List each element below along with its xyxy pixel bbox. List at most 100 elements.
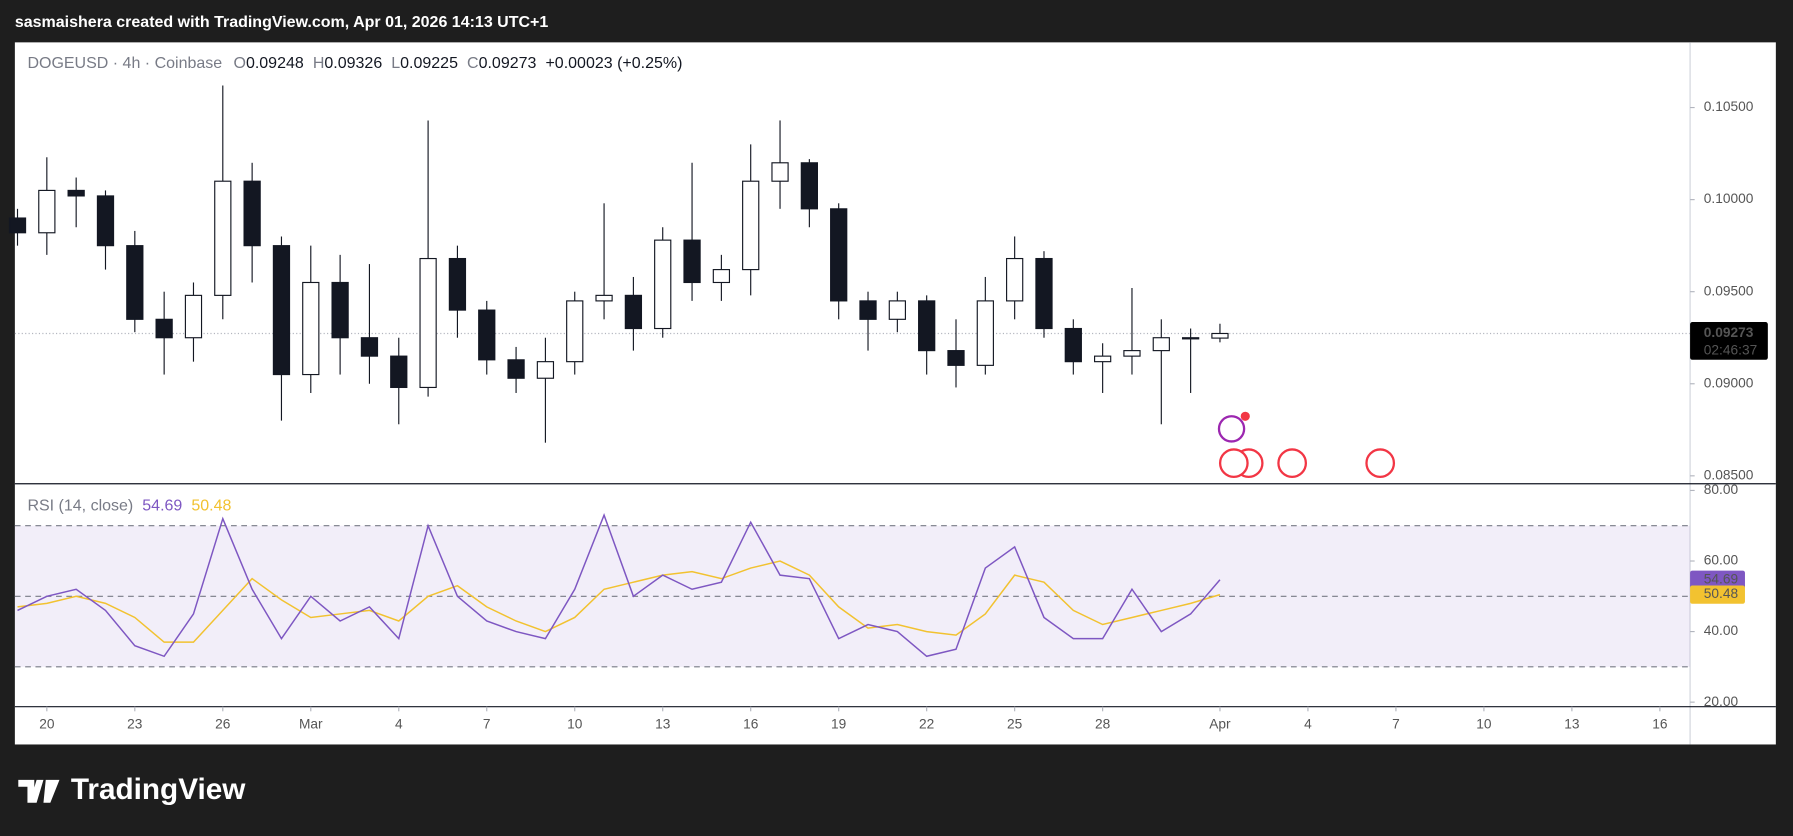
- x-tick-label: 13: [655, 717, 671, 732]
- us-event[interactable]: [1277, 448, 1308, 479]
- candle-body: [624, 294, 643, 330]
- x-tick-label: Mar: [299, 717, 323, 732]
- last-price-label: 0.09273: [1704, 325, 1754, 340]
- candle-body: [96, 195, 115, 247]
- candle-body: [888, 300, 906, 320]
- x-tick-label: 20: [39, 717, 55, 732]
- o-label: O: [233, 55, 245, 72]
- high-value: 0.09326: [324, 55, 382, 72]
- x-tick-label: Apr: [1209, 717, 1231, 732]
- candle-body: [1035, 257, 1053, 330]
- x-tick-label: 19: [831, 717, 846, 732]
- c-label: C: [467, 55, 479, 72]
- candle-body: [830, 208, 848, 302]
- close-value: 0.09273: [479, 55, 537, 72]
- y-tick-label: 0.09500: [1704, 283, 1754, 298]
- logo-mark: [18, 779, 60, 803]
- x-tick-label: 22: [919, 717, 934, 732]
- candle-body: [478, 309, 496, 361]
- candle-body: [302, 281, 320, 376]
- value-box-label: 54.69: [1704, 571, 1738, 586]
- x-tick-label: 7: [483, 717, 491, 732]
- x-tick-label: 4: [395, 717, 403, 732]
- x-tick-label: 10: [1476, 717, 1492, 732]
- candle-body: [947, 350, 965, 366]
- plot-layer: 20 23 26 Mar 4 7 10 13 16 19 22 25 28 Apr 4 7 10 13 16 0.08…: [8, 85, 1768, 732]
- x-tick-label: 16: [743, 717, 759, 732]
- x-tick-label: 26: [215, 717, 231, 732]
- x-tick-label: 4: [1304, 717, 1312, 732]
- candle-body: [712, 269, 731, 284]
- candle-body: [1094, 355, 1112, 363]
- candle-body: [272, 245, 291, 376]
- x-tick-label: 7: [1392, 717, 1400, 732]
- candle-body: [243, 180, 261, 247]
- change: +0.00023 (+0.25%): [545, 55, 682, 72]
- y-tick-label: 40.00: [1704, 623, 1739, 638]
- y-tick-label: 0.09000: [1704, 375, 1754, 390]
- us-event[interactable]: [1365, 448, 1396, 479]
- candle-body: [448, 257, 467, 311]
- y-tick-label: 60.00: [1704, 553, 1739, 568]
- candle-body: [654, 239, 672, 330]
- x-tick-label: 13: [1564, 717, 1580, 732]
- candle-body: [214, 180, 232, 296]
- candle-body: [1181, 337, 1200, 340]
- low-value: 0.09225: [400, 55, 458, 72]
- open-value: 0.09248: [246, 55, 304, 72]
- y-tick-label: 20.00: [1704, 694, 1739, 709]
- symbol: DOGEUSD · 4h · Coinbase: [27, 55, 222, 72]
- x-tick-label: 16: [1652, 717, 1668, 732]
- candle-body: [8, 217, 27, 234]
- x-tick-label: 23: [127, 717, 143, 732]
- candle-body: [976, 300, 994, 366]
- rsi-line: [17, 513, 1221, 658]
- candle-body: [771, 162, 789, 182]
- candle-body: [507, 359, 525, 379]
- footer-logo: TradingView: [71, 773, 246, 806]
- rsi-ma-value: 50.48: [191, 498, 231, 515]
- y-tick-label: 0.10500: [1704, 99, 1754, 114]
- candle-body: [595, 294, 613, 302]
- candle-body: [800, 162, 819, 210]
- event-icons[interactable]: [1217, 411, 1396, 479]
- candle-body: [1123, 350, 1141, 357]
- candle-body: [67, 189, 85, 197]
- last-price-box: [1690, 322, 1768, 360]
- candle-body: [566, 300, 584, 363]
- candle-body: [918, 300, 936, 352]
- header-title: sasmaishera created with TradingView.com…: [15, 14, 549, 31]
- candle-body: [126, 245, 144, 320]
- candle-body: [536, 361, 555, 379]
- candle-body: [38, 189, 56, 234]
- x-tick-label: 10: [567, 717, 583, 732]
- event-badge: [1240, 411, 1250, 421]
- chart-area: [14, 42, 1776, 745]
- y-tick-label: 0.08500: [1704, 467, 1754, 482]
- symbol-legend: DOGEUSD · 4h · Coinbase O0.09248 H0.0932…: [27, 55, 682, 72]
- us-event[interactable]: [1218, 448, 1249, 479]
- y-tick-label: 80.00: [1704, 482, 1739, 497]
- rsi-line: [17, 560, 1221, 643]
- rsi-title: RSI (14, close): [27, 498, 133, 515]
- candle-body: [1152, 337, 1170, 352]
- candle-body: [419, 257, 437, 389]
- value-box: [1690, 570, 1745, 589]
- value-box: [1690, 585, 1745, 604]
- candle-body: [1006, 257, 1024, 302]
- candle-body: [1064, 327, 1082, 363]
- l-label: L: [391, 55, 400, 72]
- rsi-value: 54.69: [142, 498, 182, 515]
- candle-body: [390, 355, 408, 389]
- y-tick-label: 0.10000: [1704, 191, 1754, 206]
- candle-body: [155, 318, 173, 339]
- rsi-legend: RSI (14, close) 54.69 50.48: [27, 498, 231, 515]
- h-label: H: [313, 55, 325, 72]
- candle-body: [1211, 332, 1229, 339]
- candle-body: [742, 180, 760, 271]
- countdown-label: 02:46:37: [1704, 342, 1757, 357]
- x-tick-label: 28: [1095, 717, 1111, 732]
- x-tick-label: 25: [1007, 717, 1023, 732]
- event-icon[interactable]: [1217, 415, 1246, 443]
